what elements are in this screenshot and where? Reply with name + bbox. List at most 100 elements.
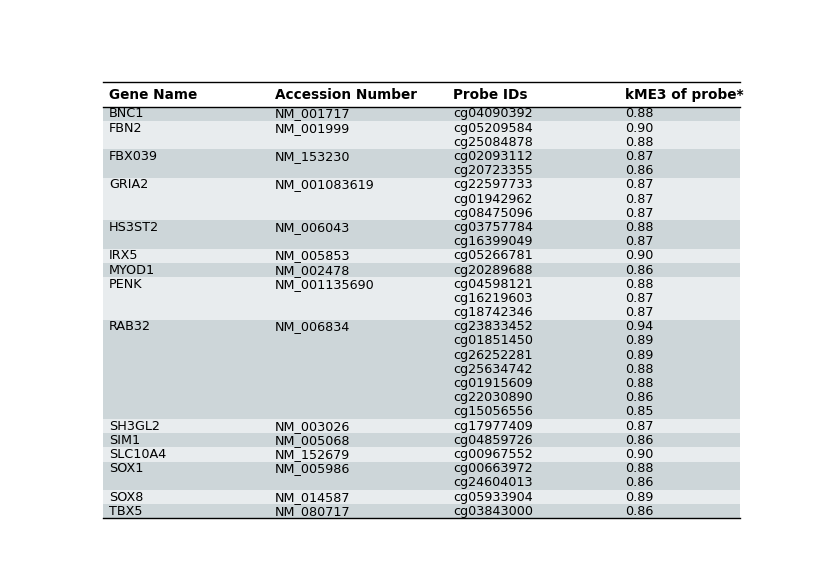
Text: 0.88: 0.88 [625, 107, 653, 120]
Text: cg05266781: cg05266781 [453, 249, 533, 262]
Bar [103, 476, 740, 490]
Text: Accession Number: Accession Number [275, 88, 417, 101]
Text: 0.86: 0.86 [625, 505, 653, 518]
Text: 0.87: 0.87 [625, 207, 653, 220]
Text: 0.89: 0.89 [625, 335, 653, 347]
Text: FBN2: FBN2 [109, 122, 143, 135]
Bar [103, 263, 740, 277]
Text: 0.90: 0.90 [625, 249, 653, 262]
Text: kME3 of probe*: kME3 of probe* [625, 88, 744, 101]
Text: 0.87: 0.87 [625, 179, 653, 191]
Text: cg22030890: cg22030890 [453, 391, 533, 404]
Bar [103, 192, 740, 206]
Text: GRIA2: GRIA2 [109, 179, 148, 191]
Text: NM_152679: NM_152679 [275, 448, 350, 461]
Text: IRX5: IRX5 [109, 249, 139, 262]
Text: cg15056556: cg15056556 [453, 406, 533, 418]
Text: 0.86: 0.86 [625, 434, 653, 447]
Text: NM_005986: NM_005986 [275, 462, 350, 475]
Text: 0.94: 0.94 [625, 320, 653, 334]
Bar [103, 362, 740, 377]
Text: 0.88: 0.88 [625, 363, 653, 376]
Text: 0.88: 0.88 [625, 136, 653, 149]
Text: cg03757784: cg03757784 [453, 221, 533, 234]
Bar [103, 291, 740, 305]
Text: FBX039: FBX039 [109, 150, 158, 163]
Text: cg04598121: cg04598121 [453, 278, 533, 291]
Text: cg16219603: cg16219603 [453, 292, 533, 305]
Bar [103, 391, 740, 405]
Bar [103, 206, 740, 221]
Bar [103, 320, 740, 334]
Text: MYOD1: MYOD1 [109, 264, 155, 276]
Text: cg20289688: cg20289688 [453, 264, 533, 276]
Bar [103, 377, 740, 391]
Text: NM_153230: NM_153230 [275, 150, 350, 163]
Text: 0.85: 0.85 [625, 406, 653, 418]
Text: cg04859726: cg04859726 [453, 434, 533, 447]
Text: 0.90: 0.90 [625, 122, 653, 135]
Text: 0.86: 0.86 [625, 476, 653, 490]
Text: NM_005853: NM_005853 [275, 249, 350, 262]
Bar [103, 405, 740, 419]
Text: 0.88: 0.88 [625, 377, 653, 390]
Bar [103, 504, 740, 518]
Text: 0.87: 0.87 [625, 292, 653, 305]
Text: cg00663972: cg00663972 [453, 462, 533, 475]
Text: cg05209584: cg05209584 [453, 122, 533, 135]
Text: NM_006043: NM_006043 [275, 221, 350, 234]
Text: 0.88: 0.88 [625, 462, 653, 475]
Text: SLC10A4: SLC10A4 [109, 448, 166, 461]
Text: 0.86: 0.86 [625, 264, 653, 276]
Text: cg25634742: cg25634742 [453, 363, 533, 376]
Text: 0.90: 0.90 [625, 448, 653, 461]
Text: 0.88: 0.88 [625, 221, 653, 234]
Text: 0.87: 0.87 [625, 150, 653, 163]
Text: cg01915609: cg01915609 [453, 377, 533, 390]
Bar [103, 433, 740, 448]
Text: 0.86: 0.86 [625, 391, 653, 404]
Text: cg01851450: cg01851450 [453, 335, 533, 347]
Text: NM_006834: NM_006834 [275, 320, 350, 334]
Text: cg24604013: cg24604013 [453, 476, 533, 490]
Text: NM_003026: NM_003026 [275, 420, 350, 433]
Bar [103, 419, 740, 433]
Text: cg08475096: cg08475096 [453, 207, 533, 220]
Text: cg03843000: cg03843000 [453, 505, 533, 518]
Text: Gene Name: Gene Name [109, 88, 197, 101]
Text: NM_001135690: NM_001135690 [275, 278, 375, 291]
Text: cg04090392: cg04090392 [453, 107, 533, 120]
Text: 0.87: 0.87 [625, 235, 653, 248]
Bar [103, 277, 740, 291]
Text: SH3GL2: SH3GL2 [109, 420, 160, 433]
Text: NM_080717: NM_080717 [275, 505, 350, 518]
Text: NM_001717: NM_001717 [275, 107, 350, 120]
Text: cg25084878: cg25084878 [453, 136, 533, 149]
Text: NM_002478: NM_002478 [275, 264, 350, 276]
Text: cg23833452: cg23833452 [453, 320, 533, 334]
Text: 0.87: 0.87 [625, 420, 653, 433]
Bar [103, 448, 740, 461]
Text: 0.86: 0.86 [625, 164, 653, 177]
Bar [103, 305, 740, 320]
Text: 0.87: 0.87 [625, 306, 653, 319]
Text: cg22597733: cg22597733 [453, 179, 533, 191]
Bar [103, 178, 740, 192]
Text: SOX8: SOX8 [109, 491, 144, 503]
Text: NM_005068: NM_005068 [275, 434, 350, 447]
Text: 0.87: 0.87 [625, 192, 653, 206]
Bar [103, 334, 740, 348]
Bar [103, 82, 740, 107]
Text: Probe IDs: Probe IDs [453, 88, 528, 101]
Text: cg26252281: cg26252281 [453, 348, 533, 362]
Text: cg05933904: cg05933904 [453, 491, 533, 503]
Text: cg18742346: cg18742346 [453, 306, 533, 319]
Text: BNC1: BNC1 [109, 107, 145, 120]
Text: RAB32: RAB32 [109, 320, 151, 334]
Bar [103, 164, 740, 178]
Text: NM_001999: NM_001999 [275, 122, 350, 135]
Text: NM_014587: NM_014587 [275, 491, 350, 503]
Text: 0.89: 0.89 [625, 491, 653, 503]
Text: SIM1: SIM1 [109, 434, 141, 447]
Text: NM_001083619: NM_001083619 [275, 179, 375, 191]
